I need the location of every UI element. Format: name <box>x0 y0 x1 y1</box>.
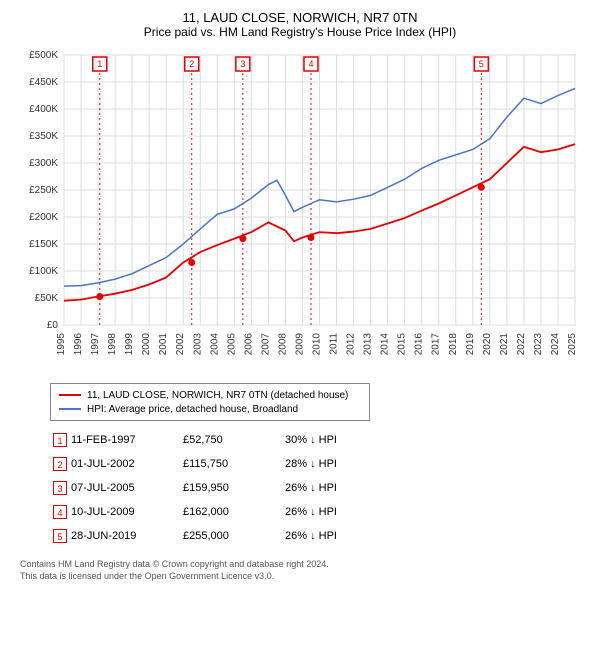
svg-text:2006: 2006 <box>243 333 254 356</box>
svg-text:£200K: £200K <box>29 212 58 223</box>
sale-hpi-note: 26% ↓ HPI <box>284 477 394 499</box>
svg-text:2025: 2025 <box>567 333 578 356</box>
svg-text:£250K: £250K <box>29 185 58 196</box>
sales-table: 111-FEB-1997£52,75030% ↓ HPI201-JUL-2002… <box>50 427 396 549</box>
svg-text:2009: 2009 <box>294 333 305 356</box>
sale-hpi-note: 26% ↓ HPI <box>284 501 394 523</box>
sale-marker-badge: 5 <box>53 529 67 543</box>
sale-date: 11-FEB-1997 <box>70 429 180 451</box>
svg-text:2024: 2024 <box>550 333 561 356</box>
sale-price: £159,950 <box>182 477 282 499</box>
sale-date: 28-JUN-2019 <box>70 525 180 547</box>
svg-text:2010: 2010 <box>312 333 323 356</box>
svg-text:1: 1 <box>97 59 102 69</box>
svg-text:1997: 1997 <box>90 333 101 356</box>
table-row: 201-JUL-2002£115,75028% ↓ HPI <box>52 453 394 475</box>
sale-price: £255,000 <box>182 525 282 547</box>
price-chart: £0 £50K £100K £150K £200K £250K £300K £350K £400… <box>20 47 580 377</box>
svg-text:1995: 1995 <box>56 333 67 356</box>
legend-label: 11, LAUD CLOSE, NORWICH, NR7 0TN (detach… <box>87 390 348 401</box>
svg-text:2015: 2015 <box>397 333 408 356</box>
svg-text:4: 4 <box>308 59 313 69</box>
svg-text:2005: 2005 <box>226 333 237 356</box>
svg-text:2011: 2011 <box>329 333 340 355</box>
attribution-line-1: Contains HM Land Registry data © Crown c… <box>20 559 590 571</box>
chart-subtitle: Price paid vs. HM Land Registry's House … <box>10 25 590 39</box>
sale-date: 01-JUL-2002 <box>70 453 180 475</box>
svg-text:£100K: £100K <box>29 266 58 277</box>
legend-label: HPI: Average price, detached house, Broa… <box>87 404 298 415</box>
table-row: 410-JUL-2009£162,00026% ↓ HPI <box>52 501 394 523</box>
sale-marker-badge: 3 <box>53 481 67 495</box>
sale-price: £162,000 <box>182 501 282 523</box>
data-attribution: Contains HM Land Registry data © Crown c… <box>20 559 590 582</box>
sale-date: 07-JUL-2005 <box>70 477 180 499</box>
legend-item: HPI: Average price, detached house, Broa… <box>59 402 361 416</box>
sale-hpi-note: 28% ↓ HPI <box>284 453 394 475</box>
table-row: 307-JUL-2005£159,95026% ↓ HPI <box>52 477 394 499</box>
svg-text:£300K: £300K <box>29 158 58 169</box>
svg-text:2007: 2007 <box>260 333 271 356</box>
sale-marker-badge: 4 <box>53 505 67 519</box>
svg-text:5: 5 <box>479 59 484 69</box>
svg-text:1998: 1998 <box>107 333 118 356</box>
svg-text:2013: 2013 <box>363 333 374 356</box>
chart-svg: £0 £50K £100K £150K £200K £250K £300K £350K £400… <box>20 47 580 377</box>
attribution-line-2: This data is licensed under the Open Gov… <box>20 571 590 583</box>
svg-text:2002: 2002 <box>175 333 186 356</box>
svg-text:£500K: £500K <box>29 50 58 61</box>
svg-text:2014: 2014 <box>380 333 391 356</box>
svg-text:2003: 2003 <box>192 333 203 356</box>
svg-text:2008: 2008 <box>277 333 288 356</box>
svg-text:2: 2 <box>189 59 194 69</box>
svg-text:2017: 2017 <box>431 333 442 356</box>
svg-text:2022: 2022 <box>516 333 527 356</box>
svg-text:2023: 2023 <box>533 333 544 356</box>
sale-price: £52,750 <box>182 429 282 451</box>
table-row: 111-FEB-1997£52,75030% ↓ HPI <box>52 429 394 451</box>
svg-text:1999: 1999 <box>124 333 135 356</box>
sale-marker-badge: 2 <box>53 457 67 471</box>
chart-legend: 11, LAUD CLOSE, NORWICH, NR7 0TN (detach… <box>50 383 370 421</box>
legend-swatch <box>59 408 81 410</box>
svg-text:2012: 2012 <box>346 333 357 356</box>
svg-text:2000: 2000 <box>141 333 152 356</box>
svg-text:2016: 2016 <box>414 333 425 356</box>
svg-text:£50K: £50K <box>35 293 59 304</box>
sale-hpi-note: 26% ↓ HPI <box>284 525 394 547</box>
legend-swatch <box>59 394 81 396</box>
svg-text:2018: 2018 <box>448 333 459 356</box>
legend-item: 11, LAUD CLOSE, NORWICH, NR7 0TN (detach… <box>59 388 361 402</box>
table-row: 528-JUN-2019£255,00026% ↓ HPI <box>52 525 394 547</box>
sale-date: 10-JUL-2009 <box>70 501 180 523</box>
svg-text:3: 3 <box>240 59 245 69</box>
sale-marker-badge: 1 <box>53 433 67 447</box>
svg-text:1996: 1996 <box>73 333 84 356</box>
svg-text:£350K: £350K <box>29 131 58 142</box>
svg-text:2001: 2001 <box>158 333 169 356</box>
sale-hpi-note: 30% ↓ HPI <box>284 429 394 451</box>
svg-text:2020: 2020 <box>482 333 493 356</box>
svg-text:£0: £0 <box>47 320 59 331</box>
chart-title: 11, LAUD CLOSE, NORWICH, NR7 0TN <box>10 10 590 25</box>
svg-text:£150K: £150K <box>29 239 58 250</box>
svg-text:£400K: £400K <box>29 104 58 115</box>
svg-text:2021: 2021 <box>499 333 510 356</box>
svg-text:£450K: £450K <box>29 77 58 88</box>
svg-text:2004: 2004 <box>209 333 220 356</box>
sale-price: £115,750 <box>182 453 282 475</box>
svg-text:2019: 2019 <box>465 333 476 356</box>
